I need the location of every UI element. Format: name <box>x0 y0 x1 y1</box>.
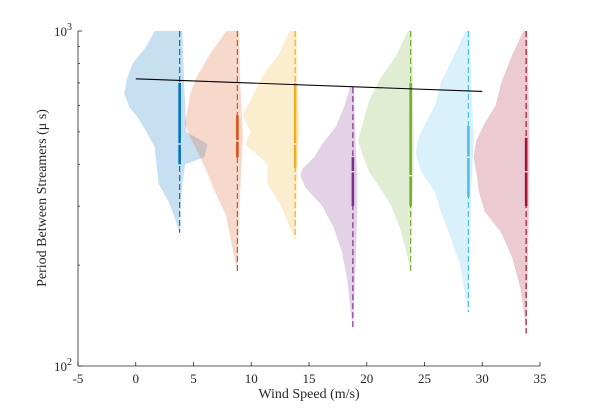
violin-6 <box>415 31 474 312</box>
x-tick-label: 5 <box>190 371 197 386</box>
violin-right-half <box>352 87 358 328</box>
violin-left-half <box>124 31 180 233</box>
x-tick-label: 25 <box>418 371 431 386</box>
x-ticks: -5 0 5 10 15 20 25 30 35 <box>73 362 547 386</box>
y-tick-label: 103 <box>54 22 72 39</box>
x-tick-label: 30 <box>476 371 489 386</box>
violin-left-half <box>184 31 238 273</box>
x-tick-label: 0 <box>133 371 140 386</box>
violin-left-half <box>473 31 527 334</box>
violin-left-half <box>242 31 296 239</box>
violin-right-half <box>179 31 208 233</box>
x-tick-label: -5 <box>73 371 84 386</box>
violin-right-half <box>526 31 530 334</box>
violin-5 <box>357 31 414 273</box>
y-tick-label: 102 <box>54 357 72 374</box>
violin-left-half <box>357 31 411 273</box>
x-tick-label: 35 <box>534 371 547 386</box>
x-tick-label: 20 <box>360 371 373 386</box>
violin-right-half <box>468 31 474 312</box>
violin-4 <box>300 87 358 328</box>
x-tick-label: 15 <box>303 371 316 386</box>
violin-2 <box>184 31 243 273</box>
y-axis-label: Period Between Streamers (μ s) <box>35 109 50 287</box>
x-axis-label: Wind Speed (m/s) <box>258 387 360 402</box>
x-tick-label: 10 <box>245 371 258 386</box>
violins-layer <box>124 31 530 334</box>
trend-layer <box>135 78 483 93</box>
y-ticks: 103 102 <box>54 22 82 374</box>
trend-line <box>135 78 483 93</box>
violin-3 <box>242 31 300 239</box>
violin-1 <box>124 31 208 233</box>
violin-7 <box>473 31 530 334</box>
violin-left-half <box>415 31 469 312</box>
violin-left-half <box>300 87 353 328</box>
violin-right-half <box>237 31 243 273</box>
